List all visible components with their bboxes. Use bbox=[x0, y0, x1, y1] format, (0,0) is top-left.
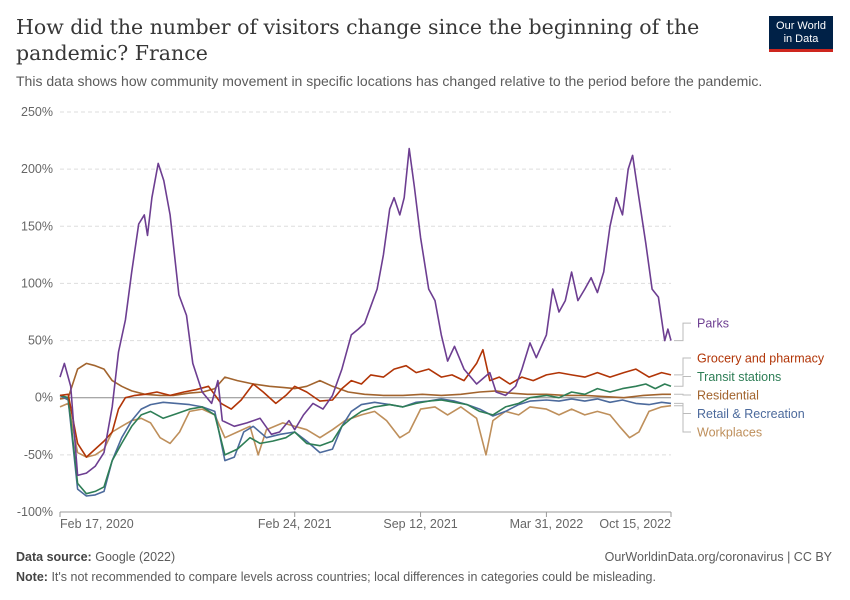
y-tick-label: 200% bbox=[21, 162, 53, 176]
x-tick-label: Oct 15, 2022 bbox=[599, 517, 671, 531]
line-chart: -100% -50% 0% 50% 100% 150% 200% 250% Feb 17, 2… bbox=[17, 105, 825, 531]
label-connector bbox=[674, 393, 691, 396]
logo-line-2: in Data bbox=[783, 33, 819, 45]
data-source: Data source: Google (2022) bbox=[16, 550, 175, 564]
series-line bbox=[59, 383, 672, 495]
series-label: Parks bbox=[697, 317, 729, 331]
y-tick-label: -100% bbox=[17, 505, 53, 519]
series-label: Retail & Recreation bbox=[697, 407, 805, 421]
label-connector bbox=[674, 322, 691, 342]
y-tick-label: 100% bbox=[21, 276, 53, 290]
label-connector bbox=[674, 405, 691, 433]
owid-logo[interactable]: Our World in Data bbox=[769, 16, 833, 52]
y-tick-label: 150% bbox=[21, 219, 53, 233]
chart-subtitle: This data shows how community movement i… bbox=[16, 73, 763, 89]
label-connector bbox=[674, 376, 691, 387]
y-tick-label: 50% bbox=[28, 334, 53, 348]
series-label: Residential bbox=[697, 389, 759, 403]
series-labels: Parks Grocery and pharmacy Transit station… bbox=[674, 317, 825, 440]
grid-lines bbox=[60, 111, 671, 513]
y-axis: -100% -50% 0% 50% 100% 150% 200% 250% bbox=[17, 105, 53, 519]
y-tick-label: -50% bbox=[24, 448, 53, 462]
x-tick-label: Feb 24, 2021 bbox=[258, 517, 332, 531]
series-label: Transit stations bbox=[697, 370, 781, 384]
x-axis: Feb 17, 2020 Feb 24, 2021 Sep 12, 2021 Mar … bbox=[59, 511, 672, 531]
data-source-value: Google (2022) bbox=[95, 550, 176, 564]
x-tick-label: Mar 31, 2022 bbox=[510, 517, 584, 531]
footer-note: Note: It's not recommended to compare le… bbox=[16, 570, 656, 584]
series-line bbox=[59, 362, 671, 400]
note-value: It's not recommended to compare levels a… bbox=[51, 570, 656, 584]
series-lines bbox=[59, 147, 672, 497]
data-source-label: Data source: bbox=[16, 550, 92, 564]
logo-line-1: Our World bbox=[776, 20, 826, 32]
label-connector bbox=[674, 357, 691, 376]
series-line bbox=[59, 348, 672, 458]
note-label: Note: bbox=[16, 570, 48, 584]
series-label: Workplaces bbox=[697, 426, 762, 440]
x-tick-label: Feb 17, 2020 bbox=[60, 517, 134, 531]
series-label: Grocery and pharmacy bbox=[697, 352, 825, 366]
footer-url[interactable]: OurWorldinData.org/coronavirus | CC BY bbox=[604, 550, 832, 564]
chart-title: How did the number of visitors change si… bbox=[16, 15, 700, 65]
y-tick-label: 250% bbox=[21, 105, 53, 119]
x-tick-label: Sep 12, 2021 bbox=[383, 517, 457, 531]
y-tick-label: 0% bbox=[35, 391, 53, 405]
series-line bbox=[59, 147, 672, 477]
